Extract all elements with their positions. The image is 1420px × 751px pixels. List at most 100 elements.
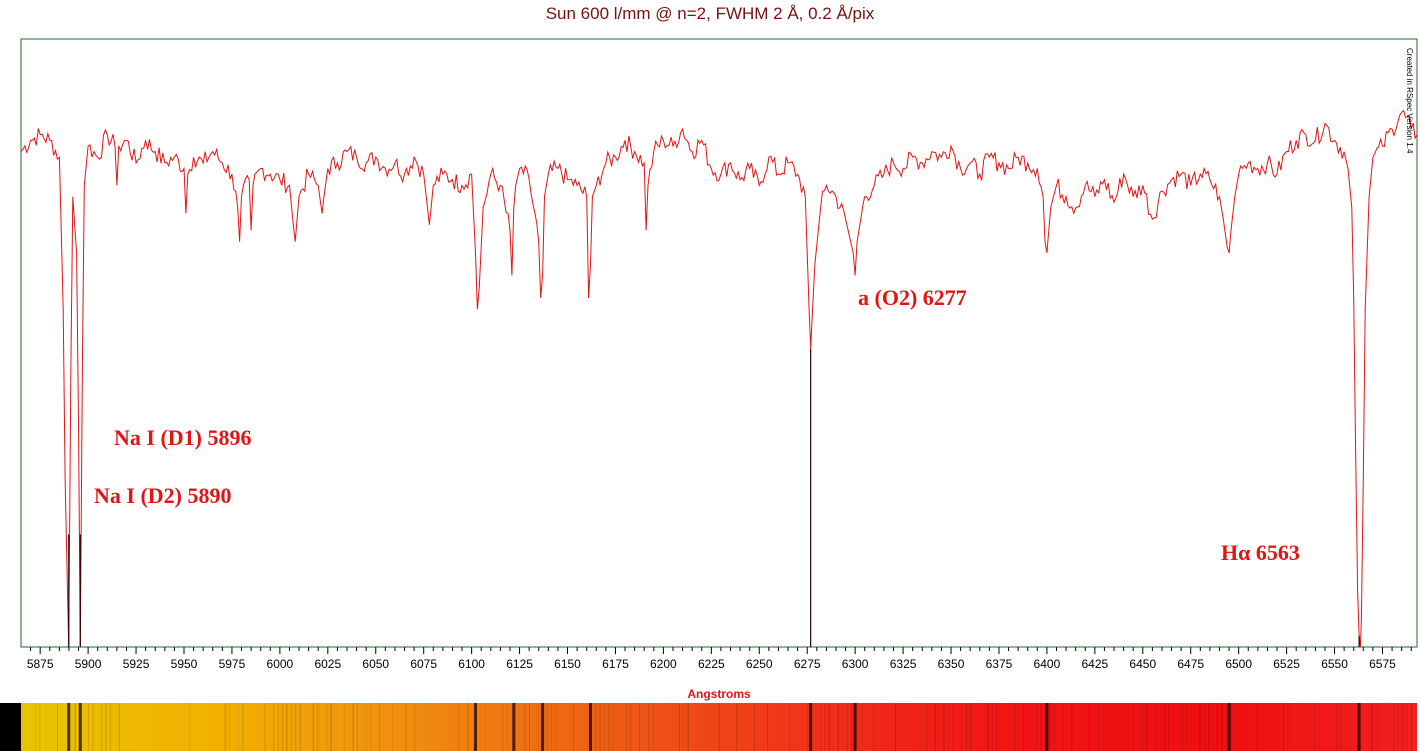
strip-texture-line — [612, 703, 614, 751]
strip-texture-line — [264, 703, 266, 751]
strip-texture-line — [678, 703, 680, 751]
strip-texture-line — [828, 703, 830, 751]
x-tick-label: 6225 — [698, 657, 725, 671]
strip-texture-line — [625, 703, 627, 751]
strip-texture-line — [1318, 703, 1320, 751]
x-tick-label: 6350 — [938, 657, 965, 671]
strip-texture-line — [850, 703, 852, 751]
strip-texture-line — [273, 703, 275, 751]
strip-texture-line — [965, 703, 967, 751]
spectrum-chart: 5875 5900 5925 5950 5975 6000 6025 6050 6075 6100… — [20, 38, 1418, 701]
strip-texture-line — [573, 703, 575, 751]
strip-texture-line — [405, 703, 407, 751]
x-axis: 5875 5900 5925 5950 5975 6000 6025 6050 6075 6100… — [27, 647, 1412, 671]
strip-texture-line — [1036, 703, 1038, 751]
strip-texture-line — [480, 703, 482, 751]
strip-texture-line — [189, 703, 191, 751]
strip-texture-line — [705, 703, 707, 751]
annotation-label: Na I (D1) 5896 — [114, 425, 252, 450]
strip-texture-line — [1340, 703, 1342, 751]
strip-absorption-line — [473, 703, 477, 751]
strip-texture-line — [57, 703, 59, 751]
strip-texture-line — [1256, 703, 1258, 751]
x-tick-label: 6025 — [314, 657, 341, 671]
strip-texture-line — [736, 703, 738, 751]
strip-texture-line — [1137, 703, 1139, 751]
strip-texture-line — [237, 703, 239, 751]
strip-texture-line — [467, 703, 469, 751]
strip-texture-line — [1142, 703, 1144, 751]
strip-texture-line — [648, 703, 650, 751]
strip-texture-line — [1402, 703, 1404, 751]
strip-texture-line — [1411, 703, 1413, 751]
strip-texture-line — [961, 703, 963, 751]
strip-texture-line — [551, 703, 553, 751]
strip-texture-line — [987, 703, 989, 751]
strip-absorption-line — [512, 703, 516, 751]
strip-texture-line — [484, 703, 486, 751]
strip-absorption-line — [589, 703, 593, 751]
x-tick-label: 5875 — [27, 657, 54, 671]
strip-texture-line — [599, 703, 601, 751]
strip-texture-line — [365, 703, 367, 751]
strip-texture-line — [458, 703, 460, 751]
strip-texture-line — [87, 703, 89, 751]
strip-texture-line — [837, 703, 839, 751]
x-tick-label: 6475 — [1177, 657, 1204, 671]
strip-texture-line — [528, 703, 530, 751]
strip-texture-line — [1397, 703, 1399, 751]
strip-texture-line — [1040, 703, 1042, 751]
strip-texture-line — [947, 703, 949, 751]
strip-texture-line — [1186, 703, 1188, 751]
strip-texture-line — [1049, 703, 1051, 751]
strip-texture-line — [970, 703, 972, 751]
strip-texture-line — [718, 703, 720, 751]
x-tick-label: 6375 — [986, 657, 1013, 671]
strip-texture-line — [1336, 703, 1338, 751]
strip-texture-line — [224, 703, 226, 751]
strip-absorption-line — [78, 703, 82, 751]
strip-texture-line — [1375, 703, 1377, 751]
strip-texture-line — [1128, 703, 1130, 751]
strip-texture-line — [101, 703, 103, 751]
strip-texture-line — [1203, 703, 1205, 751]
strip-texture-line — [277, 703, 279, 751]
strip-texture-line — [1062, 703, 1064, 751]
strip-texture-line — [281, 703, 283, 751]
annotation-label: Hα 6563 — [1221, 540, 1300, 565]
strip-texture-line — [290, 703, 292, 751]
strip-absorption-line — [1045, 703, 1049, 751]
x-tick-label: 5900 — [75, 657, 102, 671]
strip-texture-line — [608, 703, 610, 751]
strip-texture-line — [683, 703, 685, 751]
strip-texture-line — [330, 703, 332, 751]
strip-texture-line — [312, 703, 314, 751]
strip-texture-line — [1172, 703, 1174, 751]
strip-absorption-line — [541, 703, 545, 751]
strip-texture-line — [506, 703, 508, 751]
strip-texture-line — [92, 703, 94, 751]
x-tick-label: 5975 — [219, 657, 246, 671]
strip-texture-line — [524, 703, 526, 751]
strip-texture-line — [370, 703, 372, 751]
annotation-label: Na I (D2) 5890 — [94, 483, 232, 508]
x-tick-label: 6450 — [1129, 657, 1156, 671]
x-tick-label: 6100 — [458, 657, 485, 671]
strip-absorption-line — [67, 703, 71, 751]
strip-texture-line — [295, 703, 297, 751]
x-tick-label: 6525 — [1273, 657, 1300, 671]
strip-texture-line — [652, 703, 654, 751]
strip-texture-line — [1199, 703, 1201, 751]
strip-absorption-line — [1227, 703, 1231, 751]
x-tick-label: 6550 — [1321, 657, 1348, 671]
strip-texture-line — [1133, 703, 1135, 751]
plot-frame — [20, 38, 1418, 648]
x-tick-label: 6250 — [746, 657, 773, 671]
x-tick-label: 6275 — [794, 657, 821, 671]
strip-texture-line — [846, 703, 848, 751]
strip-texture-line — [1349, 703, 1351, 751]
strip-texture-line — [1168, 703, 1170, 751]
strip-texture-line — [1155, 703, 1157, 751]
strip-texture-line — [537, 703, 539, 751]
strip-texture-line — [1014, 703, 1016, 751]
